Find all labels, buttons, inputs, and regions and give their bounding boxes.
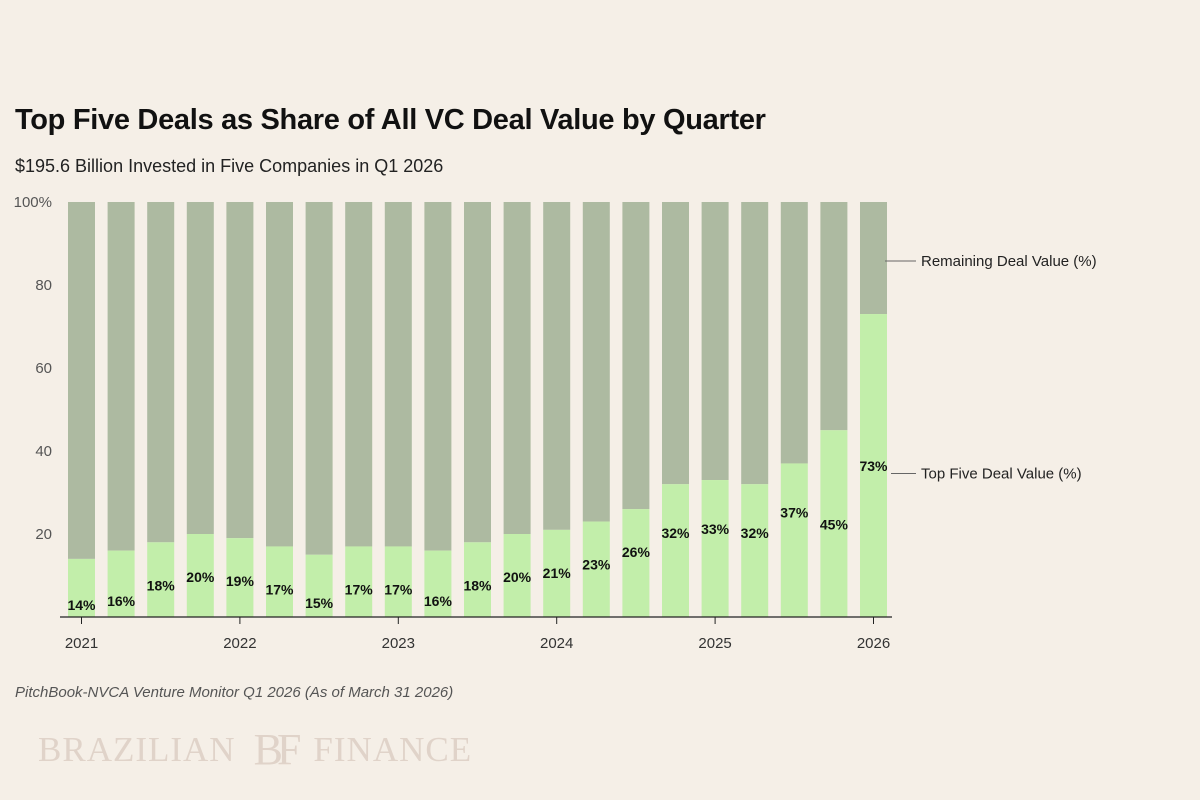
chart-subtitle: $195.6 Billion Invested in Five Companie…: [15, 156, 444, 176]
legend-remaining-label: Remaining Deal Value (%): [921, 253, 1097, 270]
bar-top-five-7: [305, 554, 333, 617]
brand-logo: BRAZILIAN BF FINANCE: [38, 724, 472, 775]
bar-top-five-19: [780, 463, 808, 617]
source-note: PitchBook-NVCA Venture Monitor Q1 2026 (…: [15, 684, 454, 701]
bar-top-five-20: [820, 430, 848, 617]
bar-remaining-1: [68, 202, 95, 559]
bar-top-five-17: [701, 480, 729, 617]
bar-top-five-11: [464, 542, 491, 617]
data-label: 33%: [701, 521, 730, 537]
data-label: 45%: [820, 516, 849, 532]
legend-layer: Remaining Deal Value (%) Top Five Deal Va…: [885, 253, 1097, 483]
brand-monogram: BF: [253, 725, 302, 774]
bar-top-five-21: [860, 314, 887, 617]
bar-remaining-5: [226, 202, 254, 539]
bar-top-five-4: [186, 534, 214, 617]
legend-top-five-label: Top Five Deal Value (%): [921, 466, 1082, 483]
bar-remaining-11: [464, 202, 491, 543]
y-tick-label: 100%: [14, 194, 52, 211]
data-label: 14%: [67, 597, 96, 613]
bar-remaining-16: [662, 202, 689, 485]
y-tick-label: 80: [35, 277, 52, 294]
bar-top-five-5: [226, 538, 254, 617]
data-label: 18%: [147, 577, 176, 593]
brand-left-text: BRAZILIAN: [38, 729, 236, 769]
bar-top-five-9: [384, 546, 412, 617]
y-tick-label: 40: [35, 443, 52, 460]
bar-remaining-7: [305, 202, 333, 555]
data-label: 23%: [582, 557, 611, 573]
bar-remaining-8: [345, 202, 373, 547]
brand-right-text: FINANCE: [313, 729, 473, 769]
x-tick-label: 2026: [857, 635, 890, 652]
bar-top-five-13: [543, 529, 571, 617]
bar-top-five-3: [147, 542, 175, 617]
stacked-bar-chart: 14% 16% 18% 20% 19% 17% 15% 17% 17% 16% 18% 20% 21% 2…: [14, 194, 1097, 652]
bar-remaining-17: [701, 202, 729, 481]
data-label: 16%: [424, 593, 453, 609]
bar-remaining-9: [384, 202, 412, 547]
bars-layer: [68, 202, 887, 617]
data-label: 73%: [859, 458, 888, 474]
data-label: 37%: [780, 504, 809, 520]
bar-remaining-21: [860, 202, 887, 315]
chart-title: Top Five Deals as Share of All VC Deal V…: [15, 104, 766, 136]
bar-top-five-2: [107, 550, 135, 617]
bar-remaining-4: [186, 202, 214, 534]
data-label: 21%: [543, 565, 572, 581]
data-label: 32%: [741, 525, 770, 541]
data-label: 17%: [345, 581, 374, 597]
data-label: 15%: [305, 595, 334, 611]
bar-remaining-20: [820, 202, 848, 431]
x-tick-label: 2021: [65, 635, 98, 652]
data-label: 18%: [463, 577, 492, 593]
data-label: 19%: [226, 573, 255, 589]
x-tick-label: 2023: [382, 635, 415, 652]
data-label: 32%: [661, 525, 690, 541]
bar-remaining-2: [107, 202, 135, 551]
axes-layer: 100% 80 60 40 20 2021 2022 2023 2024 2025 2026: [14, 194, 892, 652]
x-tick-label: 2024: [540, 635, 573, 652]
bar-top-five-12: [503, 534, 531, 617]
bar-remaining-12: [503, 202, 531, 534]
bar-remaining-10: [424, 202, 452, 551]
bar-remaining-18: [741, 202, 769, 485]
bar-top-five-6: [266, 546, 293, 617]
bar-remaining-19: [780, 202, 808, 464]
data-label: 17%: [265, 581, 294, 597]
bar-top-five-1: [68, 558, 95, 617]
data-label: 20%: [503, 569, 532, 585]
bar-remaining-14: [582, 202, 610, 522]
data-labels-layer: 14% 16% 18% 20% 19% 17% 15% 17% 17% 16% 18% 20% 21% 2…: [67, 458, 888, 613]
bar-remaining-6: [266, 202, 293, 547]
bar-top-five-8: [345, 546, 373, 617]
bar-remaining-3: [147, 202, 175, 543]
y-tick-label: 20: [35, 526, 52, 543]
bar-top-five-14: [582, 521, 610, 617]
bar-top-five-15: [622, 509, 650, 617]
bar-remaining-15: [622, 202, 650, 510]
data-label: 26%: [622, 544, 651, 560]
data-label: 17%: [384, 581, 413, 597]
data-label: 20%: [186, 569, 215, 585]
data-label: 16%: [107, 593, 136, 609]
bar-remaining-13: [543, 202, 571, 530]
x-tick-label: 2025: [698, 635, 731, 652]
y-tick-label: 60: [35, 360, 52, 377]
bar-top-five-10: [424, 550, 452, 617]
bar-top-five-18: [741, 484, 769, 617]
bar-top-five-16: [662, 484, 689, 617]
x-tick-label: 2022: [223, 635, 256, 652]
